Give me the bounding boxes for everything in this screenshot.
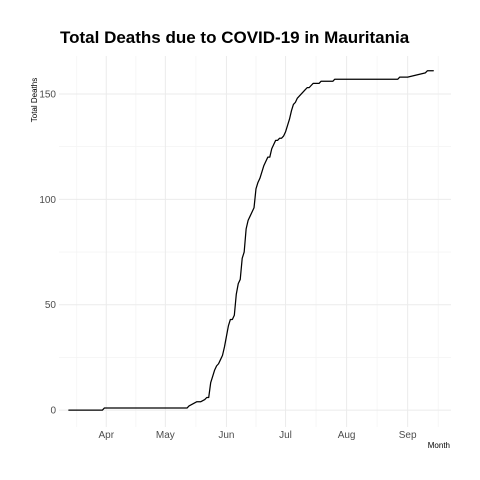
axis-ticks: Apr May Jun Jul Aug Sep 0 50 100 150: [39, 89, 417, 441]
y-tick-label: 0: [50, 406, 56, 417]
gridlines: [59, 56, 451, 427]
y-axis-title: Total Deaths: [30, 78, 39, 122]
x-tick-label: Sep: [399, 430, 417, 441]
x-tick-label: Jun: [218, 430, 234, 441]
x-tick-label: Apr: [98, 430, 114, 441]
chart-title: Total Deaths due to COVID-19 in Mauritan…: [60, 28, 410, 47]
x-tick-label: May: [156, 430, 175, 441]
plot-area: [68, 70, 434, 411]
y-tick-label: 50: [45, 300, 57, 311]
x-tick-label: Aug: [338, 430, 356, 441]
y-tick-label: 100: [39, 195, 56, 206]
x-axis-title: Month: [428, 441, 450, 450]
y-tick-label: 150: [39, 89, 56, 100]
series-line: [68, 70, 434, 411]
x-tick-label: Jul: [279, 430, 292, 441]
